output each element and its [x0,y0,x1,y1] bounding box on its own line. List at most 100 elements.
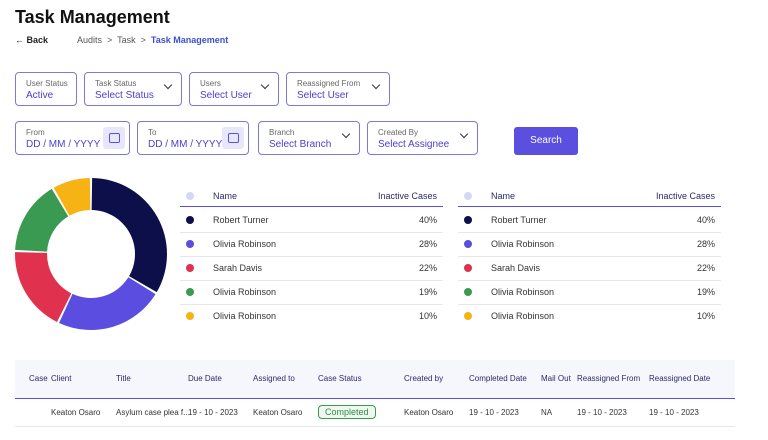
column-header: Reassigned From [577,374,641,383]
filter-value: DD / MM / YYYY [148,139,223,150]
filter-field[interactable]: Task Status Select Status [84,72,182,106]
row-rule [180,256,443,257]
row-share: 22% [418,263,437,273]
donut-segment [15,252,72,322]
filter-label: User Status [26,79,68,88]
filter-field[interactable]: Created By Select Assignee [367,121,478,155]
header-dot [186,192,194,200]
row-share: 22% [696,263,715,273]
legend-dot [186,240,194,248]
cell: NA [541,408,553,417]
row-share: 19% [418,287,437,297]
chevron-icon [459,129,469,139]
filter-label: To [148,128,157,137]
row-rule [180,232,443,233]
filter-field[interactable]: Reassigned From Select User [286,72,390,106]
row-share: 10% [418,311,437,321]
column-header: Name [491,191,516,201]
row-name: Olivia Robinson [213,287,277,297]
filter-field[interactable]: User Status Active [15,72,77,106]
row-share: 28% [696,239,715,249]
column-header: Due Date [188,374,222,383]
column-header: Created by [404,374,444,383]
breadcrumbs: Audits > Task > Task Management [77,35,229,45]
filter-field[interactable]: From DD / MM / YYYY [15,121,130,155]
legend-dot [464,216,472,224]
column-header: Client [51,374,72,383]
row-share: 40% [696,215,715,225]
filter-value: Select User [297,90,349,101]
filter-value: Active [26,90,54,101]
row-name: Robert Turner [491,215,547,225]
legend-dot [464,240,472,248]
back-link[interactable]: ← Back [15,35,49,45]
row-rule [15,426,735,427]
donut-segment [91,178,167,293]
column-header: Case Status [318,374,362,383]
calendar-glyph [228,133,239,143]
header-rule [15,398,735,399]
crumb[interactable]: Task [117,35,136,45]
table-header-band [15,360,735,398]
row-name: Olivia Robinson [491,239,555,249]
cell: 19 - 10 - 2023 [188,408,238,417]
filter-label: Branch [269,128,295,137]
donut-segment [59,277,156,330]
filter-label: From [26,128,45,137]
back-text: Back [26,35,49,45]
chevron-icon [371,80,381,90]
column-header: Title [116,374,131,383]
filter-field[interactable]: Users Select User [189,72,279,106]
donut-segment [53,178,91,216]
column-header: Completed Date [469,374,527,383]
donut-segment [15,188,69,252]
row-share: 40% [418,215,437,225]
filter-value: DD / MM / YYYY [26,139,101,150]
row-share: 19% [696,287,715,297]
header-rule [458,206,721,207]
calendar-icon [103,127,125,149]
row-rule [458,256,721,257]
status-badge: Completed [318,405,376,419]
crumb[interactable]: Audits [77,35,103,45]
column-header: Inactive Cases [655,191,715,201]
row-rule [180,280,443,281]
column-header: Name [213,191,238,201]
chevron-icon [163,80,173,90]
filter-field[interactable]: To DD / MM / YYYY [137,121,249,155]
filter-field[interactable]: Branch Select Branch [258,121,360,155]
legend-dot [464,312,472,320]
filter-label: Task Status [95,79,137,88]
row-name: Olivia Robinson [213,239,277,249]
column-header: Mail Out [541,374,571,383]
row-rule [458,280,721,281]
row-name: Robert Turner [213,215,269,225]
calendar-icon [222,127,244,149]
row-rule [180,304,443,305]
calendar-glyph [109,133,120,143]
row-name: Olivia Robinson [491,287,555,297]
filter-value: Select Branch [269,139,332,150]
chevron-icon [341,129,351,139]
legend-dot [186,288,194,296]
column-header: Case [29,374,48,383]
filter-label: Reassigned From [297,79,361,88]
search-button[interactable]: Search [514,127,578,155]
legend-dot [186,216,194,224]
legend-dot [464,288,472,296]
row-share: 10% [696,311,715,321]
cell: Keaton Osaro [404,408,454,417]
row-name: Olivia Robinson [213,311,277,321]
legend-dot [186,264,194,272]
cell: 19 - 10 - 2023 [649,408,699,417]
filter-value: Select Status [95,90,154,101]
cell: 19 - 10 - 2023 [577,408,627,417]
legend-dot [186,312,194,320]
row-share: 28% [418,239,437,249]
row-rule [458,304,721,305]
cell: 19 - 10 - 2023 [469,408,519,417]
row-name: Olivia Robinson [491,311,555,321]
row-name: Sarah Davis [213,263,263,273]
row-rule [458,232,721,233]
